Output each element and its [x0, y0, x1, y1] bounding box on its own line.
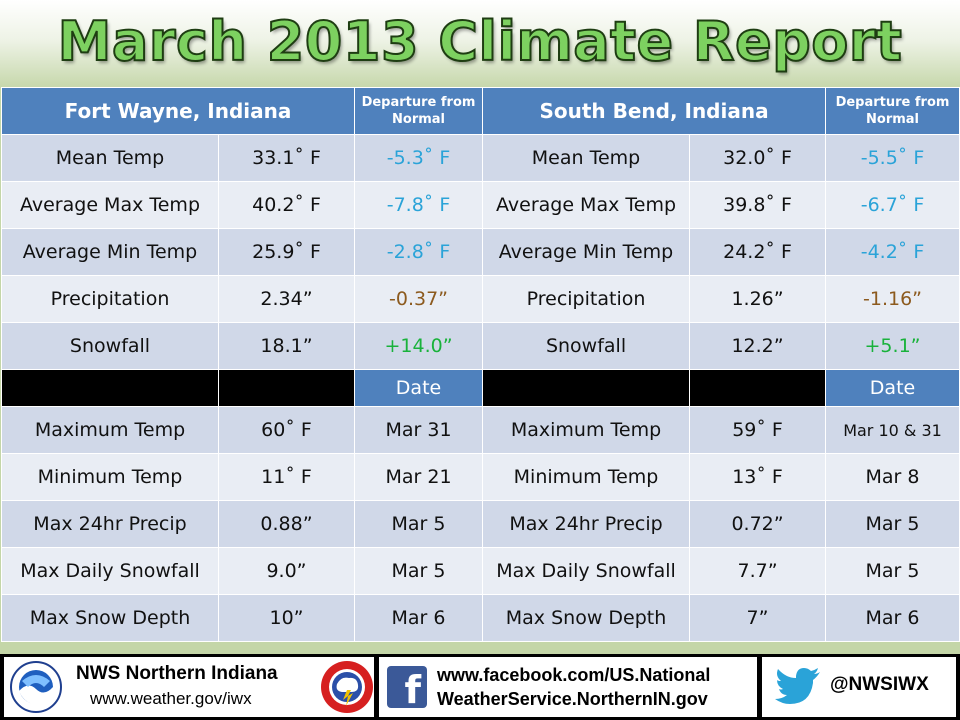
stat-label: Average Max Temp	[482, 181, 691, 229]
table-row: Snowfall 18.1” +14.0” Snowfall 12.2” +5.…	[1, 322, 960, 370]
table-row: Max 24hr Precip 0.88” Mar 5 Max 24hr Pre…	[1, 500, 960, 548]
stat-label: Average Min Temp	[1, 228, 219, 276]
footer-bar: NWS Northern Indiana www.weather.gov/iwx…	[0, 654, 960, 720]
sb-value: 7.7”	[689, 547, 827, 595]
fw-value: 60˚ F	[217, 406, 356, 454]
noaa-logo-icon	[10, 661, 62, 713]
fw-date: Mar 5	[354, 547, 484, 595]
sb-departure: -1.16”	[825, 275, 960, 323]
stat-label: Precipitation	[1, 275, 219, 323]
sb-date: Mar 8	[825, 453, 960, 501]
sb-value: 0.72”	[689, 500, 827, 548]
extreme-label: Max Daily Snowfall	[1, 547, 219, 595]
fw-date: Mar 5	[354, 500, 484, 548]
extreme-label: Max 24hr Precip	[482, 500, 691, 548]
sb-date: Mar 5	[825, 547, 960, 595]
fw-departure: -5.3˚ F	[354, 134, 484, 182]
nws-logo-icon	[321, 661, 373, 713]
stat-label: Precipitation	[482, 275, 691, 323]
sb-value: 24.2˚ F	[689, 228, 827, 276]
facebook-box: f www.facebook.com/US.National WeatherSe…	[379, 657, 757, 717]
extreme-label: Maximum Temp	[482, 406, 691, 454]
table-row: Average Min Temp 25.9˚ F -2.8˚ F Average…	[1, 228, 960, 276]
blank-cell	[689, 369, 827, 407]
office-name: NWS Northern Indiana	[76, 663, 278, 684]
facebook-url-line1: www.facebook.com/US.National	[437, 665, 711, 685]
blank-cell	[482, 369, 691, 407]
fw-date: Mar 31	[354, 406, 484, 454]
fw-value: 11˚ F	[217, 453, 356, 501]
twitter-bird-icon[interactable]	[774, 667, 822, 707]
table-row: Max Daily Snowfall 9.0” Mar 5 Max Daily …	[1, 547, 960, 595]
sb-value: 59˚ F	[689, 406, 827, 454]
table-row: Average Max Temp 40.2˚ F -7.8˚ F Average…	[1, 181, 960, 229]
fw-departure: -7.8˚ F	[354, 181, 484, 229]
fw-value: 40.2˚ F	[217, 181, 356, 229]
nws-office-box: NWS Northern Indiana www.weather.gov/iwx	[4, 657, 374, 717]
fw-value: 18.1”	[217, 322, 356, 370]
extreme-label: Max Snow Depth	[1, 594, 219, 642]
sb-date-header: Date	[825, 369, 960, 407]
fw-date: Mar 6	[354, 594, 484, 642]
extreme-label: Max 24hr Precip	[1, 500, 219, 548]
sb-departure: -4.2˚ F	[825, 228, 960, 276]
stat-label: Snowfall	[482, 322, 691, 370]
date-header-row: Date Date	[1, 369, 960, 407]
extreme-label: Maximum Temp	[1, 406, 219, 454]
fw-departure: +14.0”	[354, 322, 484, 370]
sb-value: 12.2”	[689, 322, 827, 370]
facebook-link[interactable]: www.facebook.com/US.National WeatherServ…	[437, 663, 710, 711]
fw-value: 0.88”	[217, 500, 356, 548]
sb-value: 7”	[689, 594, 827, 642]
extreme-label: Minimum Temp	[482, 453, 691, 501]
blank-cell	[217, 369, 356, 407]
fw-departure: -2.8˚ F	[354, 228, 484, 276]
twitter-box: @NWSIWX	[762, 657, 956, 717]
sb-departure: +5.1”	[825, 322, 960, 370]
extreme-label: Minimum Temp	[1, 453, 219, 501]
sb-departure: -5.5˚ F	[825, 134, 960, 182]
sb-value: 1.26”	[689, 275, 827, 323]
twitter-handle[interactable]: @NWSIWX	[830, 674, 929, 695]
facebook-icon[interactable]: f	[387, 666, 427, 712]
extreme-label: Max Daily Snowfall	[482, 547, 691, 595]
table-row: Maximum Temp 60˚ F Mar 31 Maximum Temp 5…	[1, 406, 960, 454]
fw-value: 33.1˚ F	[217, 134, 356, 182]
fw-value: 9.0”	[217, 547, 356, 595]
table-row: Mean Temp 33.1˚ F -5.3˚ F Mean Temp 32.0…	[1, 134, 960, 182]
south-bend-header: South Bend, Indiana	[482, 87, 827, 135]
fw-value: 10”	[217, 594, 356, 642]
sb-date: Mar 10 & 31	[825, 406, 960, 454]
sb-date: Mar 5	[825, 500, 960, 548]
fw-departure: -0.37”	[354, 275, 484, 323]
fw-date-header: Date	[354, 369, 484, 407]
sb-departure: -6.7˚ F	[825, 181, 960, 229]
blank-cell	[1, 369, 219, 407]
page-title: March 2013 Climate Report	[57, 9, 903, 74]
fw-value: 25.9˚ F	[217, 228, 356, 276]
stat-label: Mean Temp	[1, 134, 219, 182]
table-row: Max Snow Depth 10” Mar 6 Max Snow Depth …	[1, 594, 960, 642]
sb-value: 13˚ F	[689, 453, 827, 501]
fw-date: Mar 21	[354, 453, 484, 501]
sb-date: Mar 6	[825, 594, 960, 642]
stat-label: Average Min Temp	[482, 228, 691, 276]
climate-table: Fort Wayne, Indiana Departure from Norma…	[0, 87, 960, 642]
south-bend-departure-header: Departure from Normal	[825, 87, 960, 135]
office-url-link[interactable]: www.weather.gov/iwx	[90, 689, 252, 708]
table-row: Precipitation 2.34” -0.37” Precipitation…	[1, 275, 960, 323]
fw-value: 2.34”	[217, 275, 356, 323]
stat-label: Snowfall	[1, 322, 219, 370]
table-row: Minimum Temp 11˚ F Mar 21 Minimum Temp 1…	[1, 453, 960, 501]
fort-wayne-departure-header: Departure from Normal	[354, 87, 484, 135]
stat-label: Mean Temp	[482, 134, 691, 182]
facebook-url-line2: WeatherService.NorthernIN.gov	[437, 689, 708, 709]
sb-value: 39.8˚ F	[689, 181, 827, 229]
fort-wayne-header: Fort Wayne, Indiana	[0, 87, 356, 135]
stat-label: Average Max Temp	[1, 181, 219, 229]
sb-value: 32.0˚ F	[689, 134, 827, 182]
extreme-label: Max Snow Depth	[482, 594, 691, 642]
table-header-row: Fort Wayne, Indiana Departure from Norma…	[0, 87, 960, 135]
